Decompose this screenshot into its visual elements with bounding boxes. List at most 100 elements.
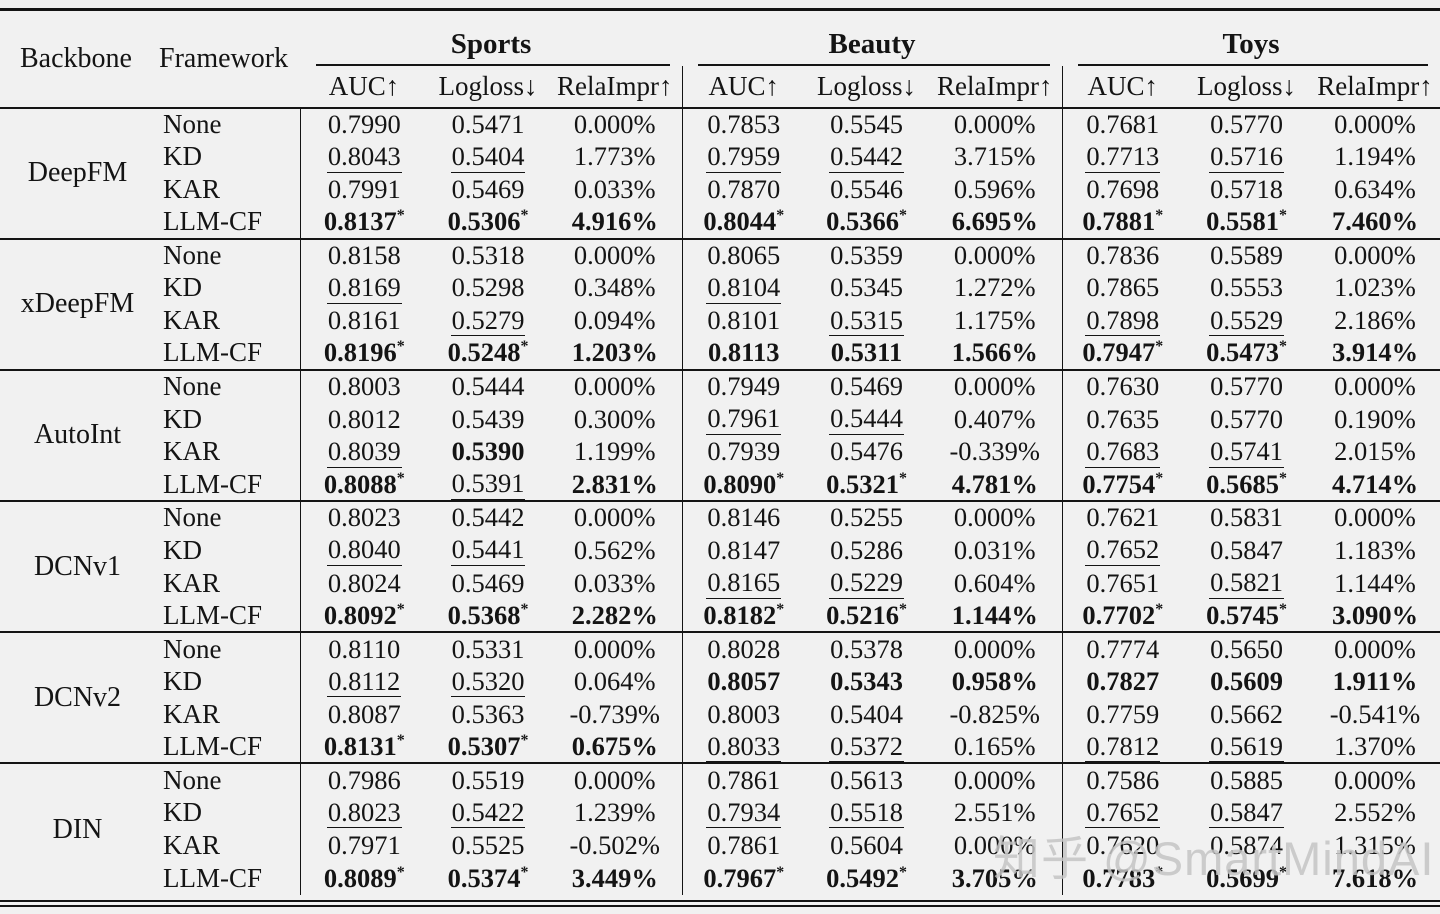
metric-cell: 0.5469 (451, 567, 525, 598)
metric-cell: 0.190% (1334, 403, 1416, 434)
metric-cell: 0.7959 (681, 140, 805, 174)
metric-cell: 0.7898 (1061, 304, 1183, 338)
metric-cell: 0.5492* (826, 862, 907, 893)
group-rule-beauty (698, 63, 1050, 66)
metric-cell: 0.5662 (1210, 698, 1283, 729)
table-row: KD 0.8040 0.5441 0.562% 0.8147 0.5286 0.031% 0.… (0, 533, 1440, 567)
metric-cell: 0.000% (928, 237, 1062, 272)
metric-cell: 3.715% (953, 141, 1036, 172)
group-title-beauty: Beauty (828, 27, 916, 60)
metric-header-relaimpr: RelaImpr↑ (1317, 70, 1433, 101)
metric-cell: 0.5471 (428, 106, 548, 141)
table-row: KD 0.8023 0.5422 1.239% 0.7934 0.5518 2.551% 0.… (0, 796, 1440, 830)
metric-cell: 0.000% (1310, 500, 1440, 534)
metric-cell: 0.7783* (1061, 861, 1183, 895)
metric-cell: 0.7620 (1061, 829, 1183, 862)
table-row: LLM-CF 0.8092* 0.5368* 2.282% 0.8182* 0.5216*… (0, 599, 1440, 633)
metric-cell: -0.541% (1329, 698, 1421, 729)
metric-cell: 0.5441 (450, 534, 526, 567)
metric-cell: 0.7586 (1061, 762, 1183, 797)
table-row: KD 0.8012 0.5439 0.300% 0.7961 0.5444 0.407% 0.… (0, 402, 1440, 436)
table-row: KAR 0.7991 0.5469 0.033% 0.7870 0.5546 0.596% 0… (0, 173, 1440, 206)
backbone-label: DIN (0, 762, 155, 895)
metric-cell: 0.8110 (299, 631, 428, 666)
metric-cell: 1.370% (1334, 731, 1416, 762)
metric-cell: 0.7881* (1061, 205, 1183, 239)
framework-label: None (155, 500, 300, 534)
metric-cell: 0.8057 (681, 665, 805, 698)
metric-header-logloss: Logloss↓ (438, 70, 538, 101)
metric-cell: 2.552% (1334, 797, 1416, 828)
metric-cell: 0.5321* (826, 468, 907, 499)
metric-cell: 0.5589 (1183, 237, 1310, 272)
metric-cell: 0.5372 (829, 730, 904, 763)
table-row: KD 0.8169 0.5298 0.348% 0.8104 0.5345 1.272% 0.… (0, 271, 1440, 305)
metric-cell: 0.5581* (1206, 206, 1287, 237)
metric-cell: 0.8023 (299, 796, 428, 830)
metric-cell: 0.5216* (826, 599, 907, 630)
metric-cell: 0.5307* (447, 731, 529, 762)
metric-cell: 0.031% (953, 534, 1036, 565)
metric-cell: 0.000% (1310, 368, 1440, 403)
metric-cell: 0.7870 (681, 173, 805, 206)
metric-cell: 2.186% (1334, 305, 1416, 336)
metric-cell: 0.7971 (299, 829, 428, 862)
framework-label: KAR (163, 567, 221, 598)
metric-cell: 1.194% (1334, 141, 1416, 172)
metric-cell: 0.5255 (805, 500, 928, 534)
metric-cell: 0.5318 (428, 237, 548, 272)
metric-cell: 1.272% (953, 272, 1036, 303)
framework-label: None (155, 762, 300, 797)
table-row: KAR 0.8161 0.5279 0.094% 0.8101 0.5315 1.175% 0… (0, 304, 1440, 338)
metric-cell: 0.634% (1334, 173, 1416, 204)
metric-cell: 0.5604 (830, 829, 903, 860)
metric-cell: 1.566% (951, 337, 1038, 368)
metric-cell: 4.714% (1331, 468, 1419, 499)
metric-cell: 0.5874 (1210, 829, 1283, 860)
metric-cell: 0.958% (951, 665, 1038, 696)
metric-cell: 0.5770 (1183, 368, 1310, 403)
table-row: DCNv2 None 0.8110 0.5331 0.000% 0.8028 0.5378 0… (0, 631, 1440, 764)
group-header-toys: Toys (1062, 10, 1440, 66)
metric-cell: 0.7861 (681, 829, 805, 862)
metric-cell: 7.618% (1331, 862, 1419, 893)
metric-header-logloss: Logloss↓ (816, 70, 916, 101)
metric-cell: 3.705% (951, 862, 1038, 893)
framework-label: KD (163, 403, 202, 434)
metric-cell: 0.8182* (681, 599, 805, 633)
framework-column-header: Framework (159, 42, 289, 74)
framework-label: KAR (163, 305, 221, 336)
metric-cell: 0.5320 (450, 665, 526, 698)
metric-cell: 0.000% (548, 368, 682, 403)
metric-cell: 0.000% (928, 762, 1062, 797)
framework-label: KD (163, 797, 202, 828)
metric-cell: 1.023% (1334, 272, 1416, 303)
framework-label: KD (163, 272, 202, 303)
metric-cell: 0.407% (953, 403, 1036, 434)
metric-cell: 0.5469 (805, 368, 928, 403)
metric-cell: 0.8043 (299, 140, 428, 174)
metric-cell: 0.064% (573, 665, 656, 696)
metric-cell: 0.7836 (1061, 237, 1183, 272)
framework-label: KD (163, 534, 202, 565)
metric-cell: 0.7651 (1061, 566, 1183, 600)
metric-cell: 0.5442 (829, 140, 904, 173)
metric-cell: 4.916% (571, 206, 658, 237)
metric-cell: 0.7713 (1061, 140, 1183, 174)
metric-cell: 0.5650 (1183, 631, 1310, 666)
metric-cell: 0.7635 (1061, 402, 1183, 436)
backbone-label: DCNv1 (0, 500, 155, 633)
backbone-label: xDeepFM (0, 237, 155, 370)
metric-cell: 0.7698 (1061, 173, 1183, 206)
metric-cell: 1.239% (573, 797, 656, 828)
metric-cell: 1.911% (1332, 665, 1418, 696)
metric-cell: 0.8112 (299, 665, 428, 698)
table-row: AutoInt None 0.8003 0.5444 0.000% 0.7949 0.546… (0, 368, 1440, 502)
metric-cell: 0.000% (548, 106, 682, 141)
metric-cell: 0.7991 (299, 173, 428, 206)
backbone-label: DeepFM (0, 106, 155, 239)
metric-cell: 0.5279 (450, 304, 526, 337)
backbone-label: DCNv2 (0, 631, 155, 764)
metric-cell: 0.033% (573, 173, 656, 204)
framework-label: KD (163, 665, 202, 696)
